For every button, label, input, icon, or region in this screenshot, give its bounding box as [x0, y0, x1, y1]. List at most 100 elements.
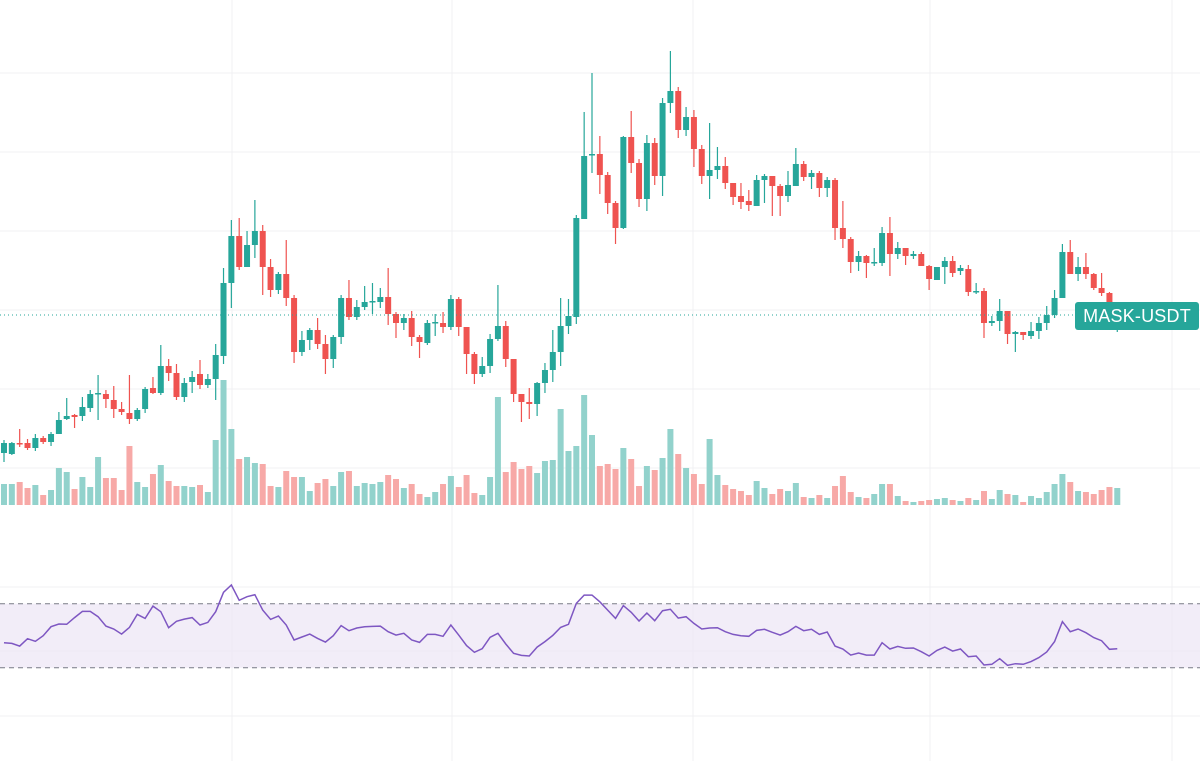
candle-body	[659, 103, 666, 176]
candle-body	[440, 323, 447, 327]
volume-bar	[1012, 495, 1019, 505]
candle	[651, 138, 658, 185]
candle-body	[1075, 267, 1082, 274]
candle-body	[189, 377, 196, 382]
candle-body	[933, 267, 940, 280]
candle	[16, 429, 23, 447]
candle-body	[204, 379, 211, 385]
volume-bar	[886, 484, 893, 505]
candle	[510, 359, 517, 402]
candle	[698, 145, 705, 184]
candle	[181, 378, 188, 402]
candle-body	[134, 410, 141, 419]
volume-bar	[910, 502, 917, 505]
candle	[1012, 331, 1019, 352]
candle-body	[432, 322, 439, 324]
volume-bar	[573, 446, 580, 505]
volume-bar	[855, 497, 862, 505]
volume-bar	[988, 499, 995, 505]
candle	[79, 397, 86, 421]
volume-bar	[918, 501, 925, 505]
candle	[792, 148, 799, 186]
volume-bar	[463, 475, 470, 505]
candle	[761, 174, 768, 203]
candle	[526, 388, 533, 419]
volume-bar	[455, 487, 462, 505]
candle-body	[298, 340, 305, 352]
candle	[1082, 253, 1089, 279]
candle	[345, 280, 352, 320]
candle-body	[643, 143, 650, 199]
candle	[886, 217, 893, 276]
volume-bar	[24, 488, 31, 505]
volume-bar	[659, 458, 666, 505]
candle-body	[40, 438, 47, 442]
volume-bar	[973, 500, 980, 505]
volume-bar	[777, 489, 784, 505]
candle	[667, 51, 674, 113]
candle-body	[604, 175, 611, 203]
candle-body	[973, 291, 980, 293]
candle-body	[832, 180, 839, 228]
volume-bar	[142, 487, 149, 505]
candle	[675, 87, 682, 138]
volume-bar	[40, 495, 47, 505]
candle	[636, 159, 643, 207]
volume-bar	[220, 380, 227, 505]
candle	[330, 335, 337, 368]
candle	[1043, 306, 1050, 330]
volume-bar	[393, 479, 399, 505]
candle	[769, 176, 776, 216]
candle-body	[777, 186, 784, 196]
candle	[722, 157, 729, 189]
candle	[604, 172, 611, 214]
candle-body	[1012, 332, 1019, 334]
volume-bar	[620, 448, 627, 505]
rsi-pane	[0, 583, 1200, 669]
volume-bar	[824, 498, 831, 505]
candle	[926, 265, 933, 290]
candle	[863, 255, 870, 278]
volume-bar	[369, 484, 376, 505]
volume-bar	[251, 463, 258, 505]
candle	[385, 268, 392, 325]
volume-bar	[1106, 487, 1113, 505]
candle-body	[197, 374, 203, 385]
candle	[502, 321, 509, 367]
volume-bar	[761, 488, 768, 505]
candle	[48, 432, 55, 446]
candle	[832, 178, 839, 240]
volume-bar	[79, 477, 86, 505]
candle	[855, 251, 862, 271]
candle	[118, 402, 125, 415]
candle	[283, 240, 290, 306]
volume-bar	[863, 498, 870, 505]
volume-bar	[236, 459, 243, 505]
volume-bar	[283, 471, 290, 505]
candle	[259, 225, 266, 295]
candle	[1028, 322, 1035, 339]
candle-body	[839, 228, 846, 239]
candle-body	[785, 185, 791, 196]
candle-body	[800, 164, 807, 177]
candle	[824, 177, 831, 197]
volume-bar	[604, 464, 611, 505]
volume-bar	[769, 494, 776, 505]
volume-bar	[541, 461, 548, 505]
candle	[800, 161, 807, 181]
candle-body	[753, 180, 760, 206]
candle-body	[291, 298, 298, 352]
candle-body	[251, 231, 258, 245]
candle	[910, 251, 917, 259]
candle-body	[157, 366, 164, 393]
volume-bar	[204, 492, 211, 505]
volume-bar	[1043, 492, 1050, 505]
candle-body	[894, 248, 901, 254]
volume-bar	[534, 473, 541, 505]
volume-bar	[957, 501, 964, 505]
volume-bar	[1090, 494, 1097, 505]
candle-body	[1059, 252, 1066, 298]
candle-body	[408, 318, 415, 337]
candle	[1004, 311, 1011, 344]
